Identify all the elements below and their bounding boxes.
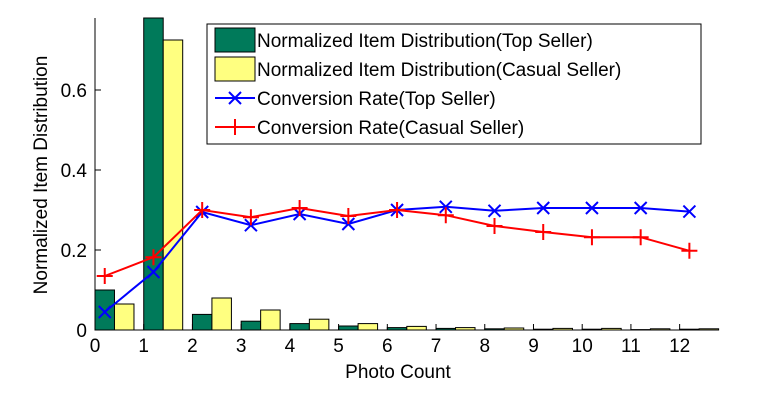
x-tick-label-11: 11 bbox=[621, 336, 641, 357]
bar-s1-x2 bbox=[211, 297, 232, 331]
legend-marker-0 bbox=[228, 91, 242, 105]
x-tick-label-4: 4 bbox=[285, 336, 296, 357]
y-tick-label-3: 0.6 bbox=[61, 81, 87, 102]
bar-s1-x3 bbox=[260, 309, 281, 331]
point-s1-1 bbox=[145, 249, 162, 266]
legend-label-line-0: Conversion Rate(Top Seller) bbox=[257, 89, 496, 110]
series-line-0 bbox=[104, 205, 690, 313]
point-s1-4 bbox=[291, 200, 308, 216]
x-tick-label-6: 6 bbox=[382, 336, 393, 357]
point-s1-11 bbox=[632, 229, 649, 246]
bar-s0-x5 bbox=[338, 325, 359, 331]
point-s1-7 bbox=[437, 207, 454, 224]
x-tick-labels: 0 1 2 3 4 5 6 7 8 9 10 11 12 bbox=[90, 336, 690, 357]
point-s1-12 bbox=[681, 242, 698, 259]
lines-layer bbox=[96, 200, 698, 319]
point-s1-9 bbox=[535, 224, 552, 240]
x-tick-label-1: 1 bbox=[138, 336, 149, 357]
point-s0-1 bbox=[146, 265, 161, 279]
point-s0-8 bbox=[487, 204, 502, 218]
point-s0-11 bbox=[633, 201, 648, 215]
point-s0-12 bbox=[682, 204, 697, 219]
legend-swatch-bar-1 bbox=[214, 56, 256, 82]
axes-layer bbox=[94, 18, 704, 331]
legend-marker-1 bbox=[227, 119, 243, 135]
x-tick-label-10: 10 bbox=[572, 336, 593, 357]
point-s1-8 bbox=[486, 218, 503, 234]
point-s1-6 bbox=[389, 202, 406, 218]
y-tick-label-1: 0.2 bbox=[61, 241, 87, 262]
legend: Normalized Item Distribution(Top Seller)… bbox=[206, 23, 702, 145]
x-tick-label-0: 0 bbox=[90, 336, 101, 357]
y-tick-label-0: 0 bbox=[76, 321, 87, 342]
bar-s0-x0 bbox=[94, 289, 115, 331]
bar-s0-x1 bbox=[143, 17, 164, 331]
point-s1-0 bbox=[96, 268, 113, 284]
x-tick-label-9: 9 bbox=[528, 336, 539, 357]
bar-s1-x5 bbox=[357, 323, 379, 331]
legend-label-bar-0: Normalized Item Distribution(Top Seller) bbox=[257, 31, 593, 52]
x-tick-label-7: 7 bbox=[431, 336, 442, 357]
bar-s1-x0 bbox=[113, 303, 135, 331]
point-s1-5 bbox=[340, 208, 357, 224]
x-tick-label-5: 5 bbox=[333, 336, 344, 357]
point-s0-0 bbox=[98, 305, 112, 319]
bar-s0-x3 bbox=[240, 320, 262, 331]
x-tick-label-12: 12 bbox=[669, 336, 690, 357]
x-tick-label-3: 3 bbox=[236, 336, 247, 357]
legend-swatch-bar-0 bbox=[214, 27, 256, 53]
y-tick-label-2: 0.4 bbox=[61, 161, 88, 182]
x-axis-label: Photo Count bbox=[345, 362, 451, 383]
bar-s0-x2 bbox=[191, 313, 213, 331]
legend-box bbox=[206, 23, 702, 145]
bar-s1-x1 bbox=[162, 39, 184, 331]
bar-s0-x4 bbox=[289, 323, 310, 331]
x-tick-label-8: 8 bbox=[479, 336, 490, 357]
legend-label-bar-1: Normalized Item Distribution(Casual Sell… bbox=[257, 60, 621, 81]
x-tick-label-2: 2 bbox=[187, 336, 198, 357]
point-s1-10 bbox=[583, 229, 600, 246]
y-tick-labels: 0 0.2 0.4 0.6 bbox=[61, 81, 88, 342]
point-s0-9 bbox=[536, 201, 550, 215]
series-line-1 bbox=[104, 206, 690, 277]
y-axis-label: Normalized Item Distribution bbox=[31, 56, 52, 295]
point-s1-3 bbox=[242, 209, 259, 226]
legend-label-line-1: Conversion Rate(Casual Seller) bbox=[257, 118, 524, 139]
point-s0-7 bbox=[439, 200, 453, 214]
point-s0-10 bbox=[585, 201, 599, 215]
bar-s1-x4 bbox=[308, 318, 330, 331]
point-s1-2 bbox=[194, 202, 211, 218]
bar-s1-x12 bbox=[698, 328, 720, 331]
bar-s1-x6 bbox=[406, 325, 427, 331]
